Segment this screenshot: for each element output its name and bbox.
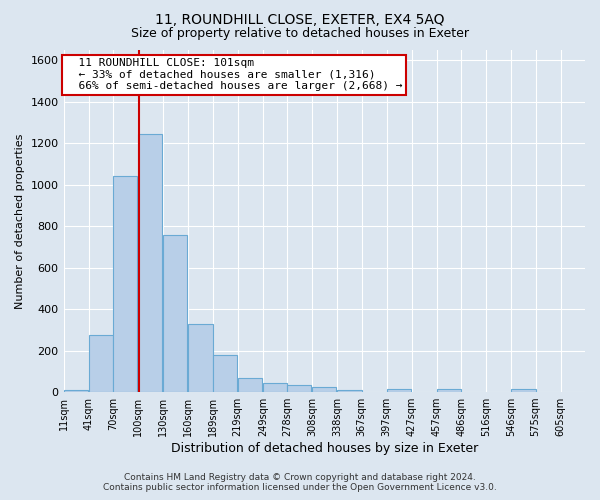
Text: 11 ROUNDHILL CLOSE: 101sqm
  ← 33% of detached houses are smaller (1,316)
  66% : 11 ROUNDHILL CLOSE: 101sqm ← 33% of deta…	[65, 58, 403, 92]
Text: Contains HM Land Registry data © Crown copyright and database right 2024.
Contai: Contains HM Land Registry data © Crown c…	[103, 473, 497, 492]
Bar	[212, 355, 237, 392]
Bar	[64, 390, 88, 392]
Bar	[287, 385, 311, 392]
Bar	[89, 335, 113, 392]
Bar	[312, 387, 337, 392]
Text: Size of property relative to detached houses in Exeter: Size of property relative to detached ho…	[131, 28, 469, 40]
Bar	[163, 234, 187, 392]
Bar	[238, 378, 262, 392]
Text: 11, ROUNDHILL CLOSE, EXETER, EX4 5AQ: 11, ROUNDHILL CLOSE, EXETER, EX4 5AQ	[155, 12, 445, 26]
Bar	[138, 134, 163, 392]
Bar	[113, 176, 137, 392]
Bar	[188, 324, 212, 392]
Y-axis label: Number of detached properties: Number of detached properties	[15, 134, 25, 308]
Bar	[263, 383, 287, 392]
Bar	[337, 390, 362, 392]
Bar	[437, 389, 461, 392]
X-axis label: Distribution of detached houses by size in Exeter: Distribution of detached houses by size …	[170, 442, 478, 455]
Bar	[386, 389, 411, 392]
Bar	[511, 389, 536, 392]
